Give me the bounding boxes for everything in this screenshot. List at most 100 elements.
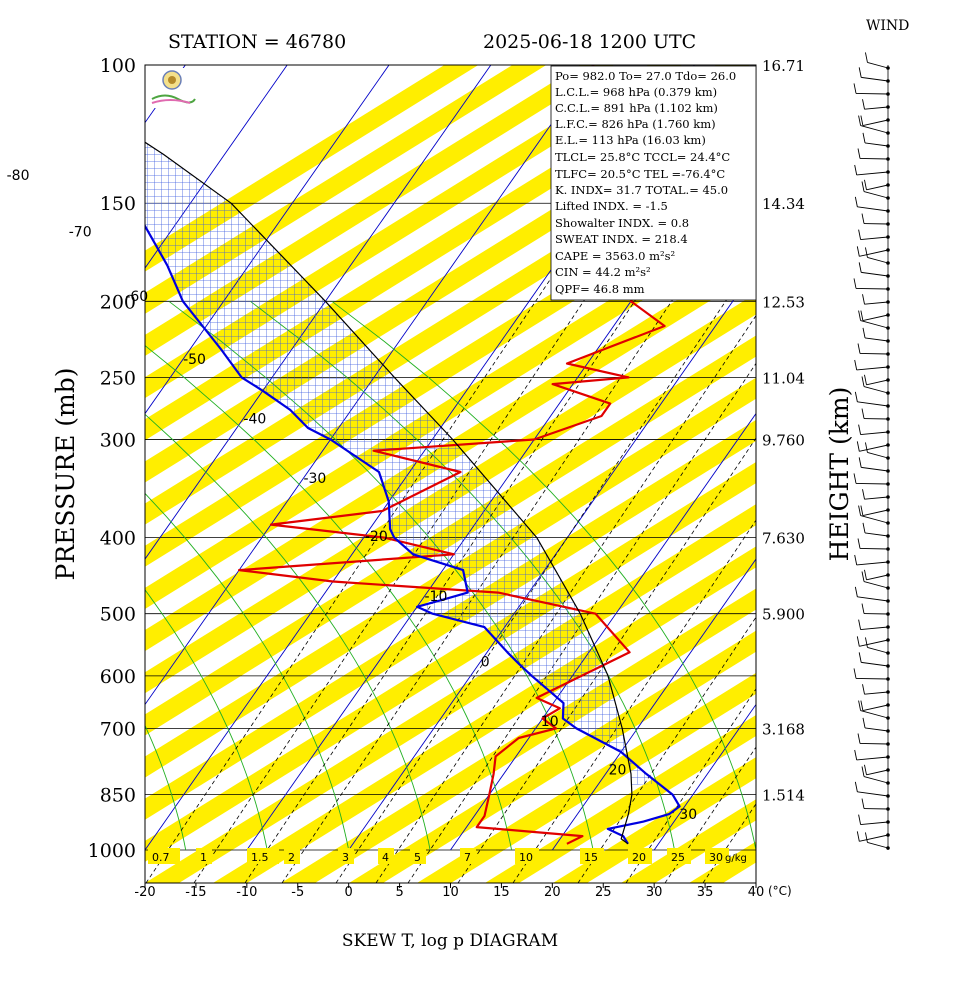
wind-label: WIND xyxy=(866,18,909,34)
wind-barb-flag xyxy=(856,441,860,452)
isotherm-line xyxy=(348,267,756,851)
isotherm-label: -30 xyxy=(303,471,326,487)
isotherm-label: -60 xyxy=(125,289,148,305)
index-cape: CAPE = 3563.0 m²s² xyxy=(555,249,675,263)
wind-barb-flag xyxy=(861,181,865,192)
wind-barb xyxy=(857,401,889,407)
dry-adiabat-band xyxy=(145,209,756,609)
mixing-ratio-label: 15 xyxy=(584,851,598,864)
mixing-ratio-line xyxy=(664,746,756,883)
mixing-ratio-label-bg xyxy=(247,848,279,864)
wind-barb xyxy=(860,353,889,355)
wind-barb-flag xyxy=(854,164,858,176)
pressure-tick-label: 200 xyxy=(100,291,136,313)
wind-barb xyxy=(864,727,889,732)
wind-barb-flag xyxy=(862,99,865,110)
wind-barb xyxy=(856,366,889,371)
wind-barb xyxy=(860,431,889,436)
wind-barb-flag xyxy=(861,376,865,387)
wind-barb-flag xyxy=(862,717,866,728)
wind-barb-flag xyxy=(858,700,862,711)
wind-barb-flag xyxy=(862,294,865,305)
index-tlfc-tel: TLFC= 20.5°C TEL =-76.4°C xyxy=(555,167,725,181)
wind-barb xyxy=(860,320,889,329)
mixing-ratio-label-bg xyxy=(148,848,180,864)
wind-barb xyxy=(864,532,889,537)
wind-barb-flag xyxy=(860,505,864,516)
x-tick-label: -5 xyxy=(291,885,304,900)
x-tick-label: 10 xyxy=(442,885,459,900)
parcel-profile xyxy=(145,141,633,845)
moist-adiabat xyxy=(0,301,23,850)
wind-barb xyxy=(857,791,889,797)
index-surface: Po= 982.0 To= 27.0 Tdo= 26.0 xyxy=(555,69,736,83)
isotherm-line xyxy=(653,703,756,851)
index-lfc: L.F.C.= 826 hPa (1.760 km) xyxy=(555,117,716,131)
isotherm-label: -80 xyxy=(7,168,30,184)
temperature-profile xyxy=(145,222,681,845)
wind-barb xyxy=(863,191,889,199)
mixing-ratio-unit: g/kg xyxy=(725,853,747,864)
wind-barb xyxy=(860,236,889,241)
wind-barb-flag xyxy=(864,442,868,453)
index-tlcl-tccl: TLCL= 25.8°C TCCL= 24.4°C xyxy=(555,150,730,164)
wind-barb xyxy=(860,626,889,631)
wind-barb xyxy=(860,821,889,826)
wind-barb-flag xyxy=(864,247,868,258)
height-axis-label: HEIGHT (km) xyxy=(825,387,854,562)
isotherm-label: 30 xyxy=(679,807,697,823)
wind-barb xyxy=(866,379,889,386)
mixing-ratio-line xyxy=(281,234,717,883)
x-tick-label: 20 xyxy=(544,885,561,900)
wind-barb xyxy=(867,841,889,849)
wind-barb-flag xyxy=(864,374,867,385)
wind-barb-flag xyxy=(858,424,862,435)
wind-barb-flag xyxy=(858,652,862,663)
mixing-ratio-label: 25 xyxy=(671,851,685,864)
moist-adiabat xyxy=(145,724,187,851)
wind-barb xyxy=(867,61,889,69)
mixing-ratio-line xyxy=(407,362,756,883)
isotherm-line xyxy=(145,65,390,415)
pressure-tick-label: 1000 xyxy=(88,840,136,862)
mixing-ratio-line xyxy=(457,437,756,883)
wind-barb-flag xyxy=(864,637,868,648)
mixing-ratio-label-bg xyxy=(705,848,729,864)
moist-adiabat xyxy=(331,300,756,851)
moist-adiabat xyxy=(145,344,513,851)
station-logo xyxy=(149,68,196,108)
wind-barb xyxy=(856,756,889,761)
wind-barb xyxy=(866,769,889,776)
isotherm-line xyxy=(551,558,756,851)
wind-barb xyxy=(861,466,889,472)
mixing-ratio-label: 30 xyxy=(709,851,723,864)
wind-barb xyxy=(867,646,889,654)
wind-barb xyxy=(864,496,889,500)
pressure-tick-label: 250 xyxy=(100,367,136,389)
wind-barb-flag xyxy=(862,522,866,533)
isotherm-label: 0 xyxy=(481,654,490,670)
mixing-ratio-label-bg xyxy=(628,848,652,864)
temperature-unit: (°C) xyxy=(768,884,792,898)
dry-adiabat-band xyxy=(417,672,756,883)
moist-adiabat xyxy=(168,300,594,851)
wind-barb-flag xyxy=(860,700,864,711)
mixing-ratio-line xyxy=(375,314,756,883)
dry-adiabat-band xyxy=(757,65,960,883)
wind-barb xyxy=(864,142,889,147)
wind-barb xyxy=(859,639,889,647)
dry-adiabat-band xyxy=(145,377,756,778)
wind-barb-flag xyxy=(862,684,865,695)
mixing-ratio-lines xyxy=(145,234,756,883)
wind-barb-flag xyxy=(858,457,862,468)
wind-barb xyxy=(856,677,889,680)
height-axis: 16.71 14.34 12.53 11.04 9.760 7.630 5.900 3.168… xyxy=(762,57,805,805)
wind-barb-flag xyxy=(861,766,865,777)
mixing-ratio-line xyxy=(625,688,756,883)
dry-adiabat-band xyxy=(893,65,960,883)
wind-barb xyxy=(856,171,889,176)
height-tick-label: 3.168 xyxy=(762,720,805,738)
pressure-tick-label: 500 xyxy=(100,604,136,626)
mixing-ratio-line xyxy=(335,255,756,883)
x-tick-label: 40 xyxy=(748,885,765,900)
